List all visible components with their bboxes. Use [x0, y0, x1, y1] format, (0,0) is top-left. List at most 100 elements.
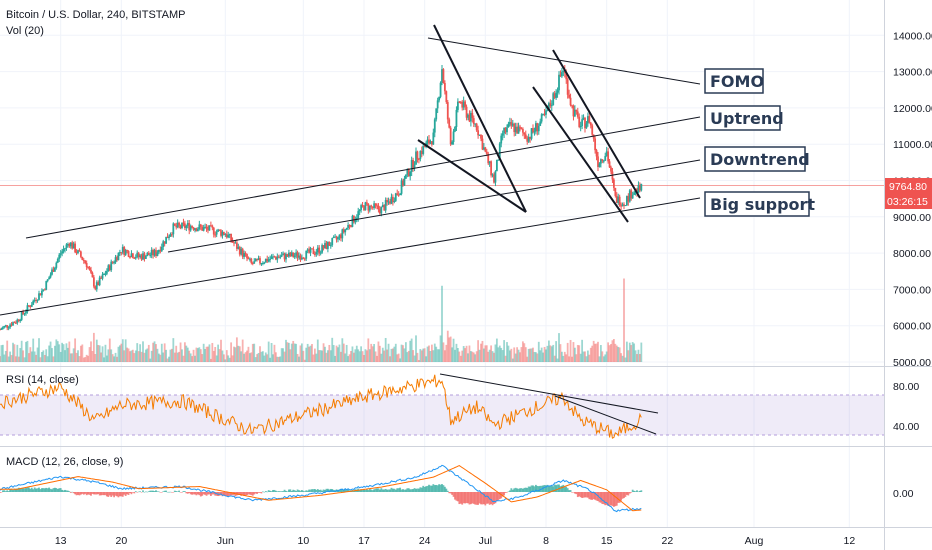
macd-histogram-bar [633, 490, 636, 492]
channel-line-2a[interactable] [552, 49, 641, 199]
rsi-trendline-1[interactable] [439, 373, 659, 414]
macd-histogram-bar [136, 492, 139, 493]
candle-body [42, 289, 45, 291]
macd-histogram-bar [72, 492, 75, 494]
candle-body [272, 256, 274, 258]
volume-bar [449, 336, 452, 362]
candle-body [270, 256, 273, 259]
macd-histogram-bar [516, 488, 519, 492]
macd-axis[interactable]: 0.00 [893, 488, 914, 500]
macd-histogram-bar [618, 492, 621, 503]
macd-histogram-bar [504, 492, 507, 493]
candle-body [569, 97, 572, 106]
candle-body [280, 255, 283, 257]
candle-body [589, 122, 592, 126]
annotation-fomo[interactable]: FOMO [704, 68, 764, 94]
trendlines[interactable] [0, 24, 701, 316]
symbol-title[interactable]: Bitcoin / U.S. Dollar, 240, BITSTAMP [6, 9, 186, 21]
channel-line-1b[interactable] [417, 139, 527, 213]
candle-body [393, 200, 396, 202]
candle-body [403, 178, 406, 186]
macd-histogram-bar [497, 492, 500, 501]
macd-histogram-bar [480, 492, 482, 505]
macd-histogram-bar [168, 491, 170, 493]
macd-histogram-bar [46, 488, 49, 492]
macd-histogram-bar [221, 492, 224, 497]
macd-histogram-bar [433, 485, 436, 492]
rsi-label[interactable]: RSI (14, close) [6, 374, 79, 386]
volume-bar [612, 339, 615, 362]
candle-body [477, 130, 480, 136]
volume-bar [403, 348, 406, 362]
macd-histogram-bar [383, 489, 386, 492]
channel-line-2b[interactable] [532, 86, 629, 223]
volume-bar [426, 346, 429, 362]
volume-bar [17, 356, 20, 362]
volume-bar [23, 357, 26, 362]
macd-label[interactable]: MACD (12, 26, close, 9) [6, 456, 123, 468]
candle-body [560, 72, 563, 77]
macd-histogram-bar [517, 488, 520, 492]
volume-bar [407, 350, 410, 362]
macd-histogram-bar [153, 490, 156, 492]
uptrend-upper-line[interactable] [25, 116, 701, 239]
volume-bar [430, 344, 433, 362]
macd-histogram-bar [559, 486, 562, 492]
downtrend-mid-line[interactable] [167, 159, 701, 253]
macd-histogram-bar [49, 488, 52, 492]
volume-label[interactable]: Vol (20) [6, 25, 44, 37]
volume-bar [324, 346, 326, 362]
candle-body [159, 249, 162, 252]
volume-bar [482, 348, 485, 362]
macd-histogram-bar [552, 486, 555, 492]
candle-body [231, 240, 234, 243]
candle-body [400, 180, 403, 194]
macd-histogram-bar [324, 489, 326, 492]
volume-bar [299, 345, 302, 362]
volume-bar [511, 358, 514, 362]
candle-body [295, 252, 298, 256]
rsi-trendline-2[interactable] [554, 395, 657, 435]
rsi-axis[interactable]: 80.00 40.00 [893, 381, 919, 433]
candle-body [198, 224, 201, 230]
candle-body [377, 205, 380, 210]
macd-histogram-bar [627, 492, 630, 496]
annotation-big-support[interactable]: Big support [704, 191, 815, 217]
macd-histogram-bar [178, 490, 181, 492]
volume-bar [508, 350, 511, 362]
volume-bar [152, 342, 155, 362]
candle-body [368, 205, 371, 211]
big-support-line[interactable] [0, 197, 701, 316]
volume-bar [293, 343, 296, 362]
time-axis[interactable]: 13 20 Jun 10 17 24 Jul 8 15 22 Aug 12 [55, 535, 856, 547]
volume-bar [209, 358, 212, 362]
macd-histogram-bar [571, 492, 573, 493]
candle-body [100, 277, 103, 279]
fomo-line[interactable] [427, 37, 701, 85]
annotation-uptrend[interactable]: Uptrend [704, 105, 784, 131]
volume-bar [166, 358, 169, 362]
annotation-downtrend[interactable]: Downtrend [704, 146, 810, 172]
macd-histogram-bar [435, 484, 438, 492]
macd-histogram-bar [595, 492, 598, 501]
volume-bar [25, 341, 27, 362]
candle-body [105, 271, 108, 274]
volume-bar [334, 355, 337, 362]
candle-body [598, 163, 601, 167]
macd-histogram-bar [569, 490, 572, 492]
macd-histogram-bar [465, 492, 468, 504]
macd-histogram-bar [269, 490, 272, 492]
candle-body [318, 247, 321, 254]
macd-histogram-bar [319, 489, 322, 492]
candle-body [20, 311, 23, 320]
volume-bar [91, 350, 94, 362]
macd-histogram-bar [594, 492, 597, 500]
channel-line-1a[interactable] [433, 24, 527, 213]
price-axis[interactable]: 14000.0013000.0012000.0011000.0010000.00… [893, 30, 932, 369]
macd-histogram-bar [555, 485, 558, 492]
volume-bar [550, 346, 553, 362]
macd-histogram-bar [293, 490, 296, 492]
volume-bar [240, 351, 243, 362]
